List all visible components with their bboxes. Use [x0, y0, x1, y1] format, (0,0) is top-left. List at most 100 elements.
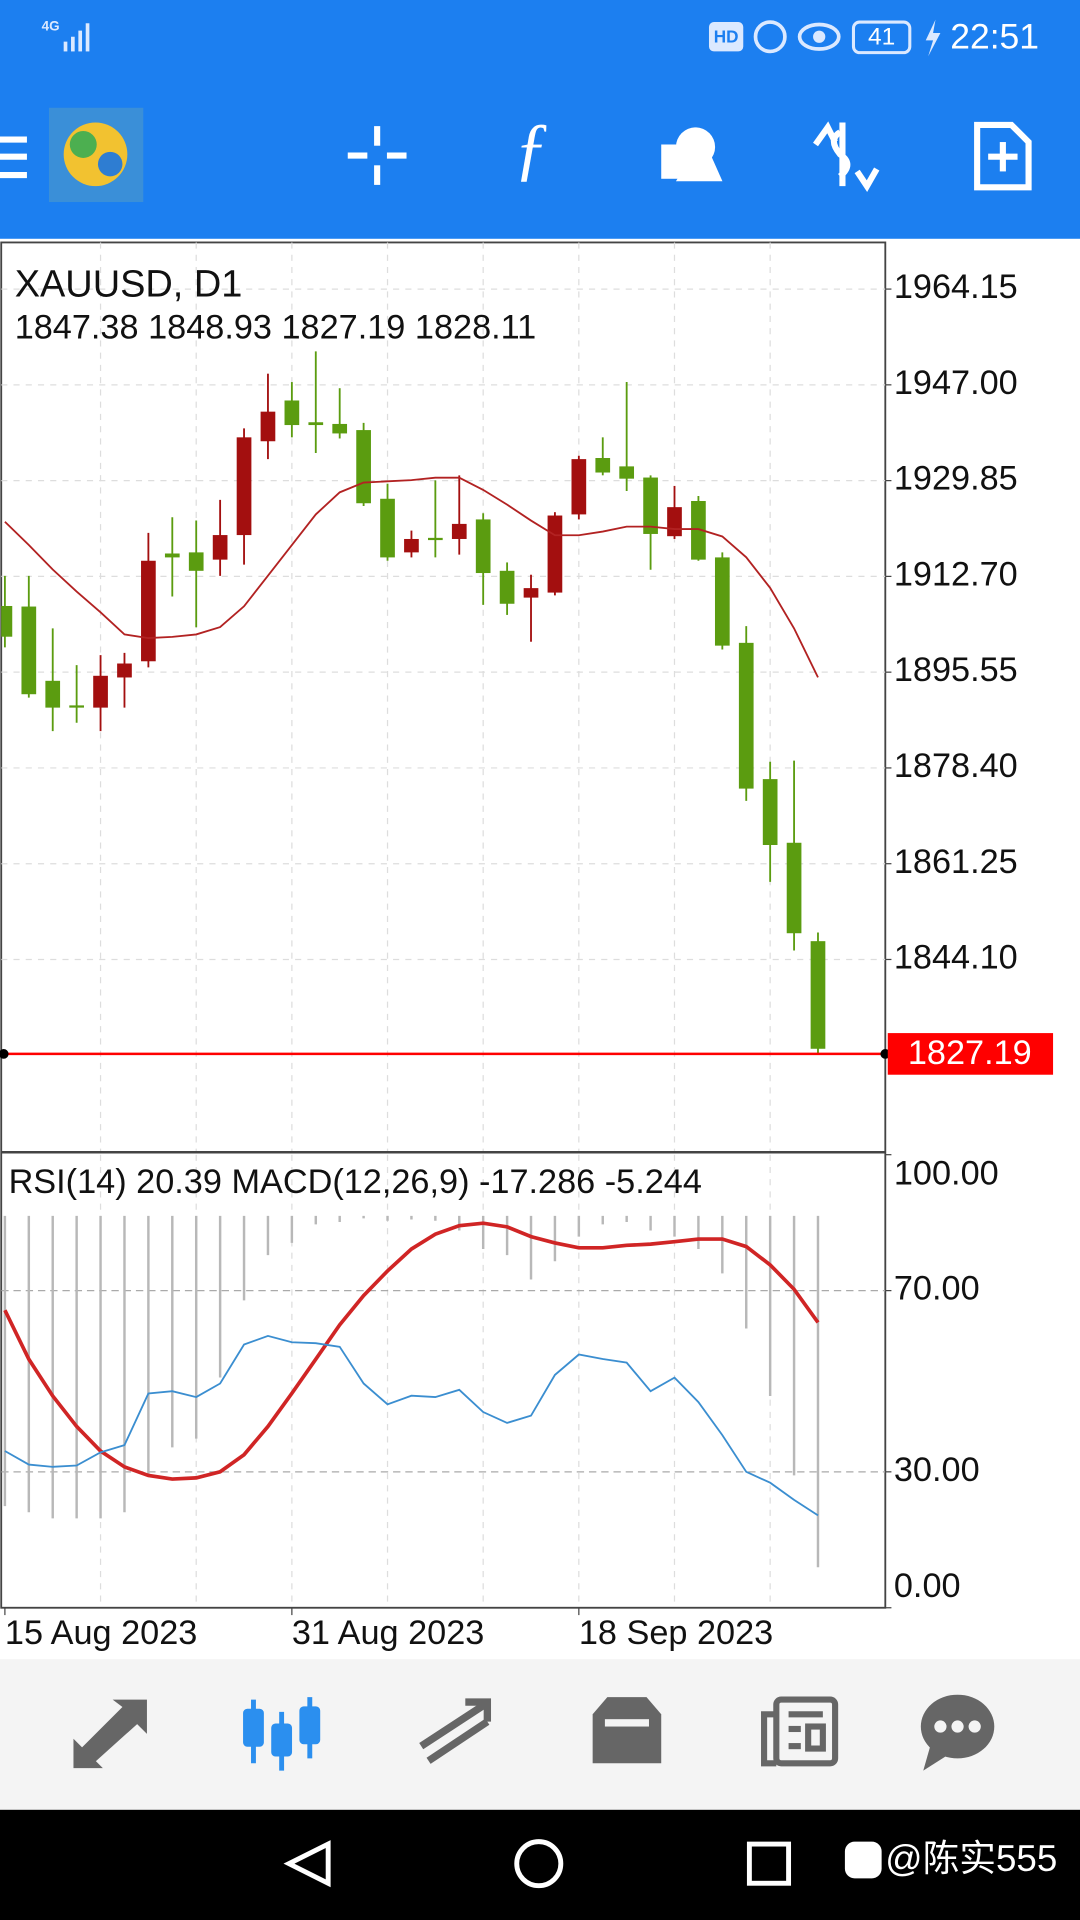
- candle-body: [714, 557, 730, 646]
- logo-part: [69, 131, 97, 158]
- macd-signal: [3, 1221, 820, 1481]
- home-button[interactable]: [514, 1839, 564, 1889]
- price-tag-label: 1827.19: [908, 1034, 1032, 1072]
- y-tick-label: 0.00: [894, 1567, 961, 1605]
- y-tick-label: 30.00: [894, 1451, 980, 1489]
- candle-body: [475, 519, 491, 574]
- rsi-line: [4, 1334, 819, 1517]
- battery-level: 41: [868, 23, 895, 50]
- charging-icon: [925, 19, 941, 57]
- candle-body: [284, 400, 300, 426]
- y-tick-label: 1895.55: [894, 651, 1018, 689]
- y-tick-label: 1912.70: [894, 555, 1018, 593]
- candle-body: [428, 537, 443, 541]
- y-tick-label: 1861.25: [894, 843, 1018, 881]
- candle-body: [117, 663, 132, 678]
- nav-chart[interactable]: [243, 1697, 321, 1771]
- candle-body: [451, 523, 467, 539]
- logo-part: [97, 151, 123, 177]
- x-tick-label: 15 Aug 2023: [5, 1614, 197, 1652]
- y-tick-label: 1878.40: [894, 747, 1018, 785]
- candle-body: [332, 423, 348, 434]
- system-nav: [0, 1809, 1080, 1920]
- open-readout: 1847.38: [15, 308, 139, 346]
- candle-body: [691, 501, 706, 560]
- hd-badge: [708, 22, 744, 52]
- network: 4G: [42, 19, 60, 34]
- indicator-panel: [1, 1154, 886, 1608]
- hd: HD: [714, 26, 739, 46]
- price-line-end: [0, 1049, 9, 1059]
- candle-body: [236, 437, 252, 536]
- high-readout: 1848.93: [148, 308, 272, 346]
- macd-signal-readout: -5.244: [605, 1163, 702, 1201]
- moving-average: [4, 476, 819, 678]
- candle-body: [619, 466, 635, 479]
- bottom-nav: [0, 1659, 1080, 1810]
- candle-body: [21, 606, 37, 695]
- candle-body: [1, 605, 13, 637]
- candle-body: [762, 779, 778, 845]
- candle-body: [786, 842, 802, 934]
- candle-body: [141, 560, 156, 662]
- candle-body: [69, 705, 84, 708]
- clock: 22:51: [950, 17, 1039, 57]
- y-tick-label: 100.00: [894, 1155, 999, 1193]
- new-order-button[interactable]: [974, 121, 1032, 191]
- x-tick-label: 31 Aug 2023: [292, 1614, 484, 1652]
- trade-button[interactable]: [813, 121, 880, 192]
- price-tag: [887, 1033, 1054, 1075]
- indicators-button[interactable]: ƒ: [514, 110, 550, 188]
- menu-button[interactable]: [0, 136, 27, 179]
- candle-body: [404, 538, 419, 553]
- close-readout: 1828.11: [415, 308, 536, 346]
- y-tick-label: 1947.00: [894, 364, 1018, 402]
- candle-body: [212, 535, 228, 560]
- price-panel: [1, 242, 886, 1152]
- candle-body: [164, 553, 180, 558]
- plot-layer: 1964.15 1947.00 1929.85 1912.70 1895.55 1878.…: [0, 242, 1054, 1652]
- rsi-readout: 20.39: [136, 1163, 222, 1201]
- objects-button[interactable]: [661, 127, 723, 182]
- status-icon: [753, 20, 787, 54]
- candle-body: [93, 675, 108, 708]
- candle-body: [595, 458, 611, 473]
- candle-body: [571, 459, 587, 515]
- nav-trade[interactable]: [419, 1698, 492, 1764]
- chart-title: XAUUSD, D1: [15, 264, 243, 306]
- recents-button[interactable]: [746, 1841, 792, 1886]
- ohlc-readout: 1847.38 1848.93 1827.19 1828.11: [15, 308, 537, 346]
- nav-history[interactable]: [592, 1697, 662, 1764]
- candle-body: [499, 570, 515, 604]
- candle-body: [356, 430, 371, 504]
- y-tick-label: 1844.10: [894, 939, 1018, 977]
- nav-quotes[interactable]: [73, 1699, 147, 1769]
- candle-body: [380, 498, 395, 558]
- eye-pupil: [813, 30, 826, 43]
- candle-body: [308, 422, 324, 426]
- low-readout: 1827.19: [282, 308, 406, 346]
- nav-news[interactable]: [761, 1696, 839, 1767]
- indicator-readout: RSI(14) 20.39 MACD(12,26,9) -17.286 -5.2…: [9, 1163, 702, 1201]
- watermark-logo: [844, 1841, 882, 1879]
- macd-main-readout: -17.286: [479, 1163, 595, 1201]
- nav-chat[interactable]: [920, 1694, 995, 1771]
- battery: [851, 20, 912, 55]
- candle-body: [667, 507, 682, 537]
- candle-body: [738, 642, 754, 789]
- watermark: @陈实555: [885, 1838, 1057, 1879]
- candle-body: [188, 552, 204, 571]
- chart-frame: [0, 241, 887, 1609]
- candle-body: [523, 588, 539, 598]
- candle-body: [45, 680, 61, 708]
- y-tick-label: 70.00: [894, 1270, 980, 1308]
- back-button[interactable]: [283, 1840, 331, 1888]
- logo-globe: [63, 122, 128, 187]
- candle-body: [810, 941, 826, 1049]
- app-bar: [0, 0, 1080, 239]
- candle-body: [643, 477, 658, 534]
- crosshair-button[interactable]: [347, 126, 407, 185]
- y-tick-label: 1964.15: [894, 268, 1018, 306]
